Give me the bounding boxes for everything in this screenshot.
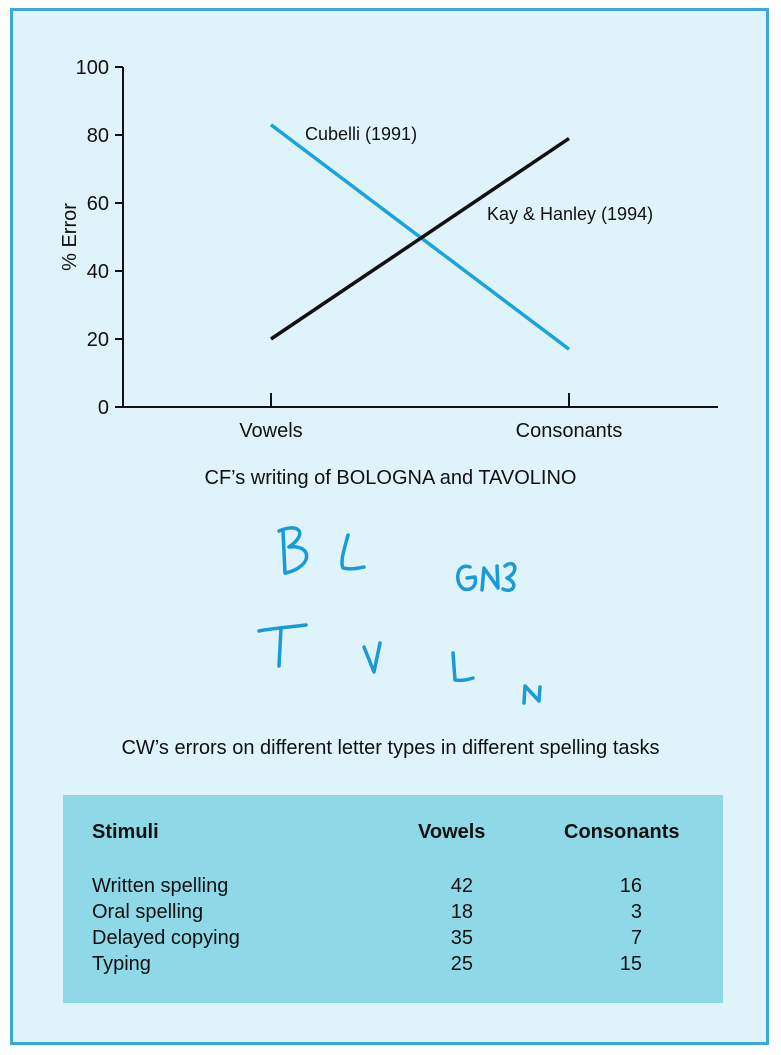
row-consonants: 16 xyxy=(619,875,642,897)
y-tick-label: 80 xyxy=(87,125,109,147)
x-tick-label: Consonants xyxy=(516,420,623,442)
row-vowels: 35 xyxy=(450,927,473,949)
row-vowels: 18 xyxy=(450,901,473,923)
series-label: Cubelli (1991) xyxy=(305,124,417,144)
header-consonants: Consonants xyxy=(564,821,680,843)
x-tick-label: Vowels xyxy=(239,420,302,442)
y-tick-label: 60 xyxy=(87,193,109,215)
header-vowels: Vowels xyxy=(418,821,486,843)
header-stimuli: Stimuli xyxy=(92,821,159,843)
row-consonants: 3 xyxy=(630,901,642,923)
y-tick-label: 100 xyxy=(76,57,109,79)
handwriting-caption: CF’s writing of BOLOGNA and TAVOLINO xyxy=(204,467,577,489)
series-label: Kay & Hanley (1994) xyxy=(487,204,653,224)
y-axis-label: % Error xyxy=(59,203,81,271)
series-line xyxy=(270,136,570,341)
row-stimuli: Written spelling xyxy=(92,875,229,897)
y-ticks: 0 20 40 60 80 100 xyxy=(76,57,123,419)
x-ticks: Vowels Consonants xyxy=(239,393,622,442)
row-vowels: 25 xyxy=(450,953,473,975)
row-stimuli: Typing xyxy=(92,953,151,975)
row-stimuli: Delayed copying xyxy=(92,927,240,949)
line-chart: 0 20 40 60 80 100 Vowels Consonants Cubelli (1… xyxy=(59,57,718,442)
row-stimuli: Oral spelling xyxy=(92,901,204,923)
y-tick-label: 40 xyxy=(87,261,109,283)
table-caption: CW’s errors on different letter types in… xyxy=(121,737,660,759)
y-tick-label: 0 xyxy=(98,397,109,419)
y-tick-label: 20 xyxy=(87,329,109,351)
row-vowels: 42 xyxy=(450,875,473,897)
series-lines: Cubelli (1991) Kay & Hanley (1994) xyxy=(269,123,653,351)
row-consonants: 15 xyxy=(619,953,642,975)
error-table: Stimuli Vowels Consonants Written spelli… xyxy=(63,795,723,1003)
row-consonants: 7 xyxy=(630,927,642,949)
